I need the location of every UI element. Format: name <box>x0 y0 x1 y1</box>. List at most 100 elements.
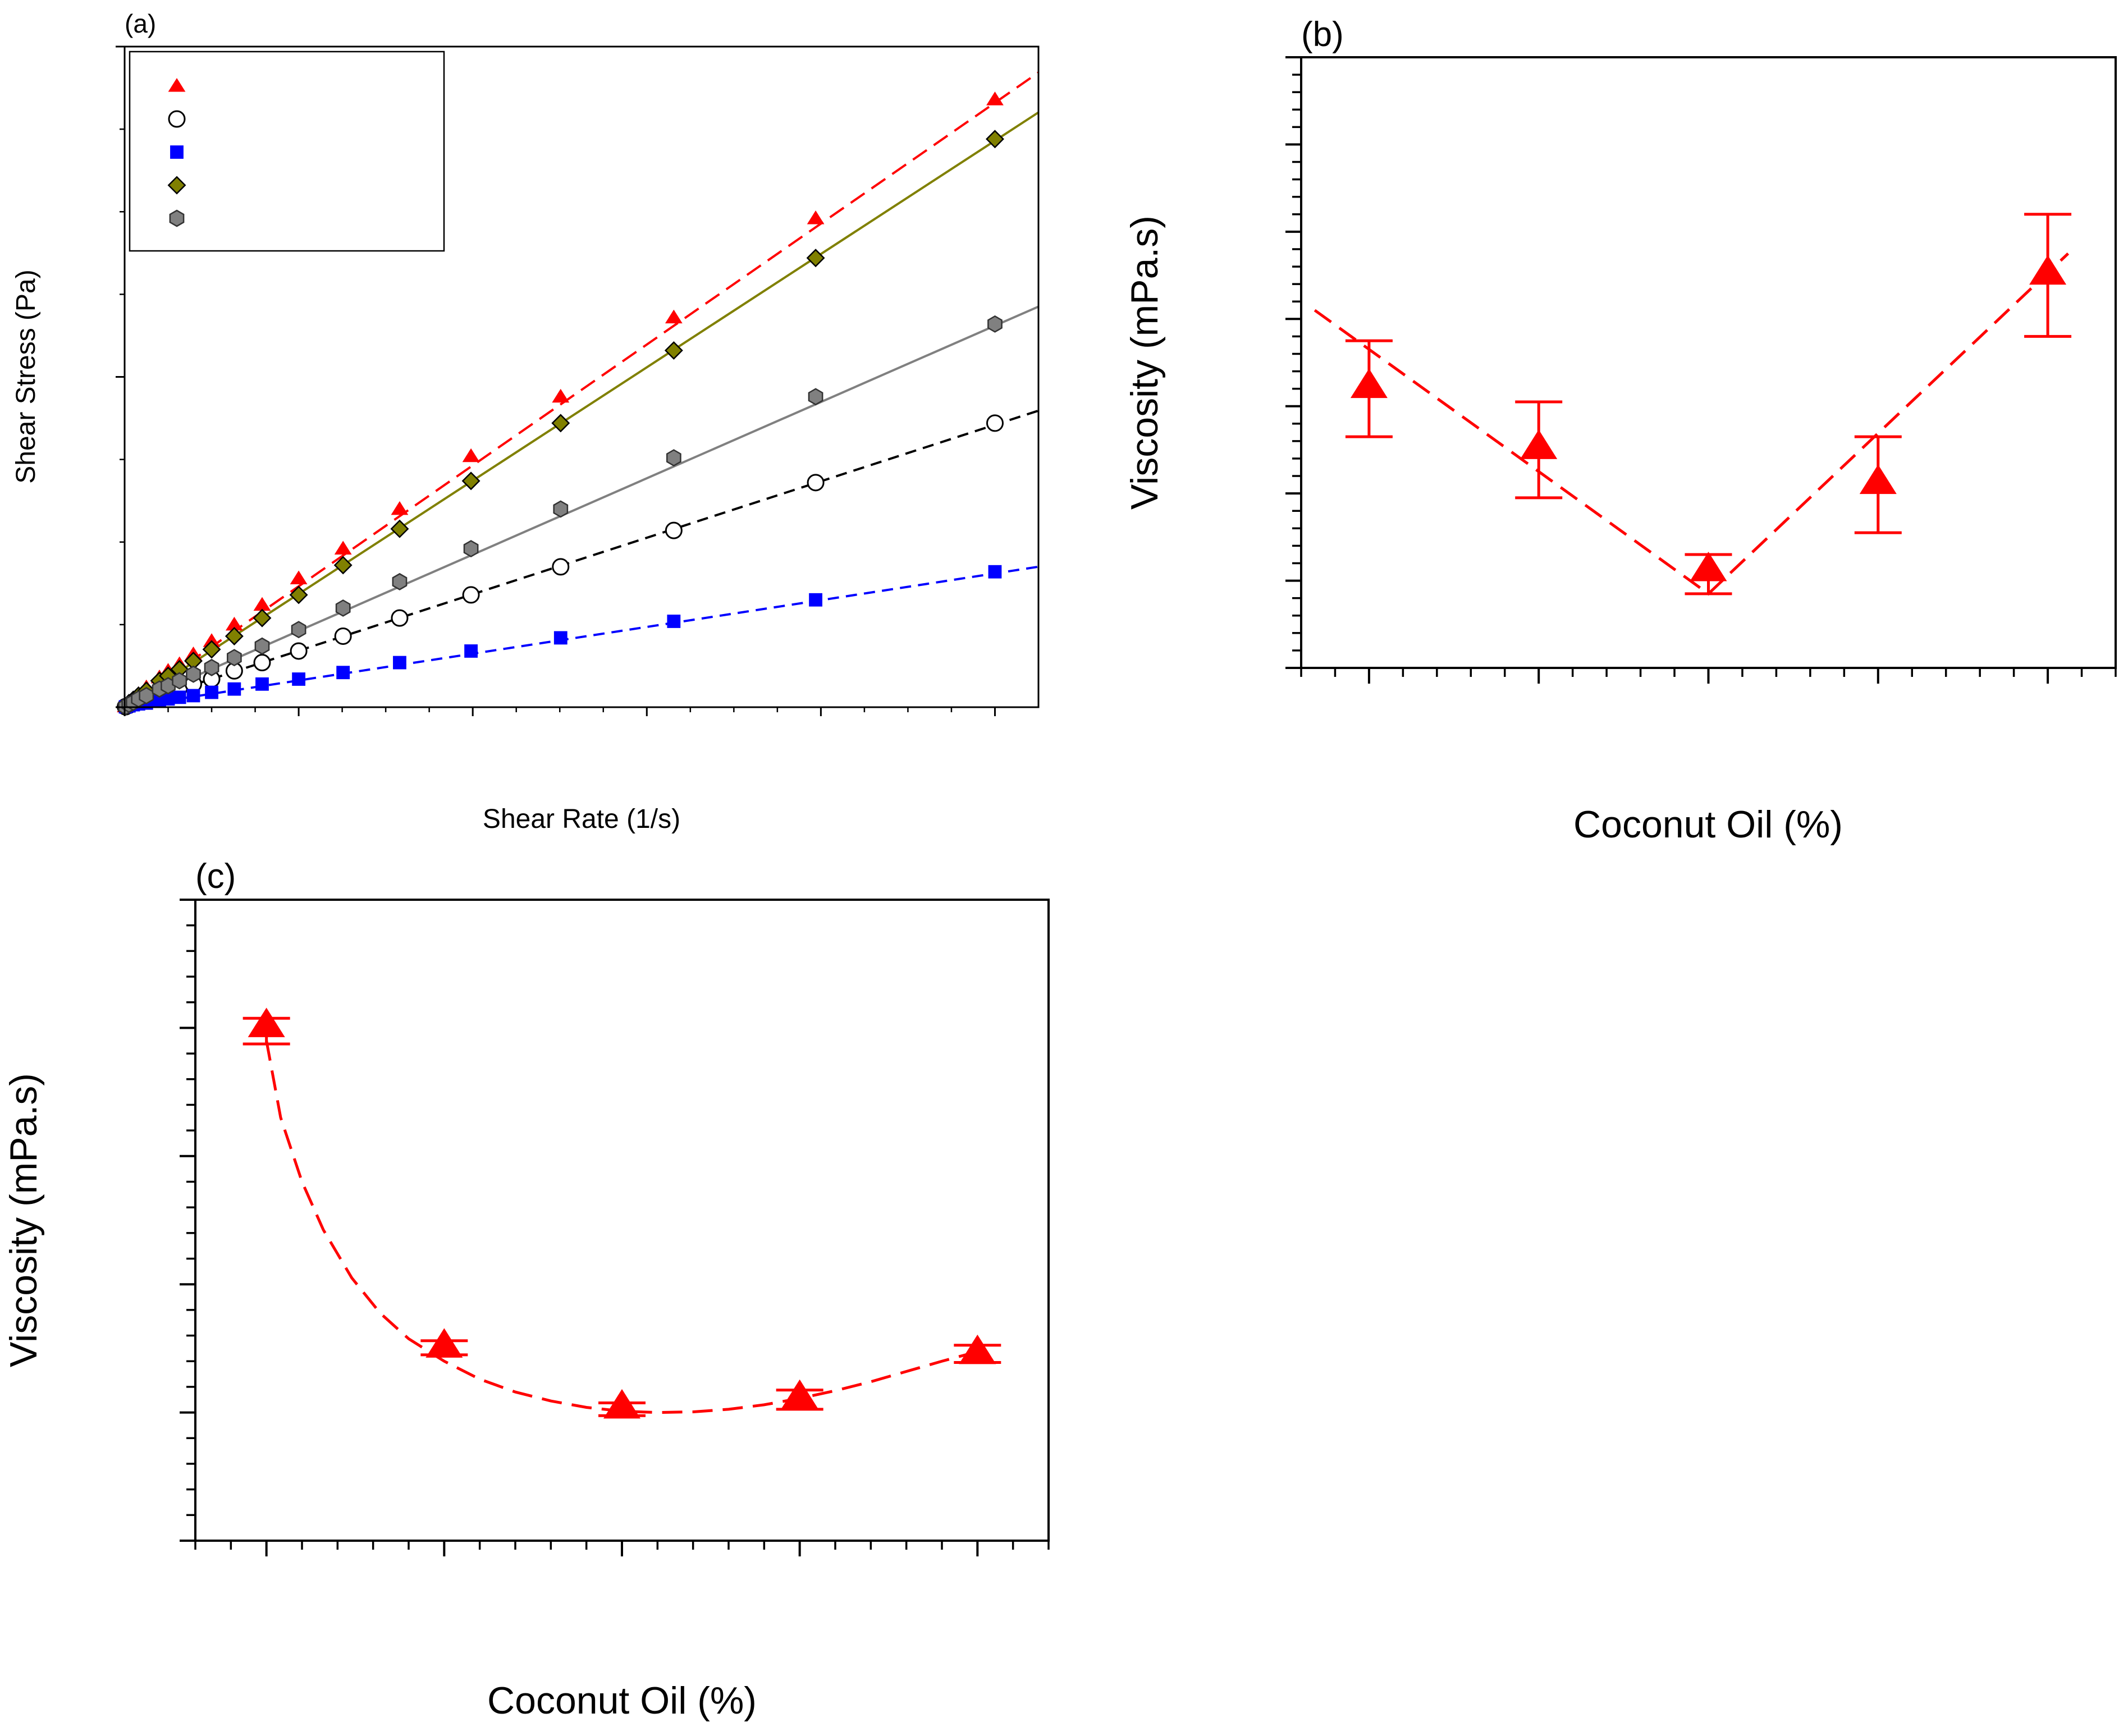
fit-line-2 <box>124 565 1039 708</box>
point-a-s2-10 <box>227 682 241 696</box>
panel-c-y-axis-label: Viscosity (mPa.s) <box>2 1073 45 1367</box>
fit-line-4 <box>124 305 1039 708</box>
point-a-s0-14 <box>391 501 409 515</box>
point-a-s4-13 <box>335 599 351 617</box>
panel-a-label: (a) <box>125 9 156 38</box>
panel-b: (b) Coconut Oil (%) Viscosity (mPa.s) <box>1123 15 2117 846</box>
c-point-1 <box>425 1328 463 1358</box>
point-a-s4-15 <box>463 540 479 557</box>
point-a-s2-9 <box>205 685 218 699</box>
point-a-s2-16 <box>553 631 568 645</box>
c-point-2 <box>603 1389 640 1419</box>
point-a-s4-12 <box>291 621 306 639</box>
point-a-s3-13 <box>333 556 353 575</box>
point-a-s1-16 <box>552 558 570 576</box>
point-a-s2-18 <box>809 593 822 607</box>
c-point-4 <box>959 1334 996 1364</box>
b-point-2 <box>1690 552 1727 581</box>
point-a-s0-13 <box>334 541 352 555</box>
point-a-s2-11 <box>255 677 269 691</box>
point-a-s3-14 <box>390 519 409 538</box>
point-a-s2-7 <box>172 690 186 704</box>
point-a-s1-13 <box>334 627 352 645</box>
point-a-s4-11 <box>254 637 270 655</box>
point-a-s3-15 <box>461 471 480 491</box>
panel-a-y-axis-label: Shear Stress (Pa) <box>11 269 41 483</box>
point-a-s1-17 <box>665 521 683 539</box>
panel-c-label: (c) <box>195 857 236 896</box>
panel-b-axes <box>1285 56 2117 684</box>
point-a-s4-18 <box>808 388 823 406</box>
panel-c-frame <box>194 899 1050 1542</box>
legend-marker-4 <box>169 209 185 227</box>
b-point-0 <box>1350 368 1388 398</box>
point-a-s0-10 <box>225 616 243 631</box>
panel-b-plot-area <box>1314 213 2072 596</box>
point-a-s1-14 <box>391 609 409 627</box>
point-a-s2-6 <box>161 692 175 706</box>
panel-c-x-axis-label: Coconut Oil (%) <box>487 1679 757 1722</box>
point-a-s4-7 <box>172 672 187 690</box>
point-a-s0-12 <box>290 570 308 584</box>
legend-marker-0 <box>168 78 186 92</box>
point-a-s2-12 <box>292 672 305 686</box>
point-a-s3-18 <box>806 249 825 268</box>
b-point-1 <box>1520 429 1558 459</box>
point-a-s1-11 <box>253 654 271 672</box>
point-a-s0-17 <box>665 309 683 324</box>
point-a-s4-17 <box>666 449 681 467</box>
point-a-s2-19 <box>988 565 1002 579</box>
fit-line-1 <box>124 409 1039 708</box>
panel-c-plot-area <box>242 1007 1001 1419</box>
c-point-0 <box>248 1007 285 1037</box>
panel-a-axes <box>116 45 996 716</box>
point-a-s4-14 <box>392 572 408 590</box>
panel-b-x-axis-label: Coconut Oil (%) <box>1573 803 1843 846</box>
point-a-s1-12 <box>290 642 308 660</box>
point-a-s2-15 <box>464 644 478 658</box>
point-a-s1-15 <box>462 586 480 604</box>
c-trend-line <box>265 1040 978 1414</box>
point-a-s3-9 <box>202 640 221 659</box>
panel-a-plot-area <box>116 71 1040 716</box>
point-a-s4-8 <box>186 665 201 683</box>
point-a-s1-19 <box>986 414 1004 432</box>
panel-b-y-axis-label: Viscosity (mPa.s) <box>1123 216 1166 510</box>
panel-c-axes <box>180 899 1050 1556</box>
point-a-s2-14 <box>393 656 406 670</box>
point-a-s0-18 <box>807 210 825 225</box>
point-a-s4-10 <box>226 649 242 667</box>
legend-marker-1 <box>168 110 186 128</box>
point-a-s3-10 <box>225 627 244 645</box>
c-point-3 <box>781 1379 818 1409</box>
legend-marker-3 <box>167 176 186 195</box>
panel-b-label: (b) <box>1301 15 1344 54</box>
point-a-s2-17 <box>667 615 681 628</box>
fit-line-0 <box>123 71 1040 708</box>
point-a-s0-11 <box>253 597 271 611</box>
point-a-s4-9 <box>204 658 219 676</box>
point-a-s3-17 <box>664 341 683 360</box>
panel-a: (a) Shear Rate (1/s) Shear Stress (Pa) <box>11 9 1040 834</box>
b-point-3 <box>1859 464 1897 494</box>
point-a-s4-19 <box>987 315 1003 333</box>
fit-line-3 <box>123 111 1040 708</box>
point-a-s0-19 <box>986 91 1004 106</box>
panel-a-x-axis-label: Shear Rate (1/s) <box>483 804 680 834</box>
point-a-s3-11 <box>253 608 272 627</box>
point-a-s4-16 <box>553 500 569 518</box>
point-a-s0-15 <box>462 448 480 462</box>
b-trend-line <box>1314 252 2070 596</box>
point-a-s0-16 <box>552 388 570 403</box>
point-a-s2-13 <box>336 666 350 680</box>
point-a-s3-19 <box>986 130 1004 149</box>
panel-a-legend <box>129 51 445 252</box>
point-a-s2-8 <box>186 689 200 703</box>
panel-c: (c) Coconut Oil (%) Viscosity (mPa.s) <box>2 857 1050 1722</box>
b-point-4 <box>2029 255 2067 285</box>
legend-marker-2 <box>170 145 184 159</box>
point-a-s4-4 <box>139 686 154 704</box>
point-a-s1-18 <box>807 474 825 492</box>
point-a-s3-16 <box>551 414 570 433</box>
